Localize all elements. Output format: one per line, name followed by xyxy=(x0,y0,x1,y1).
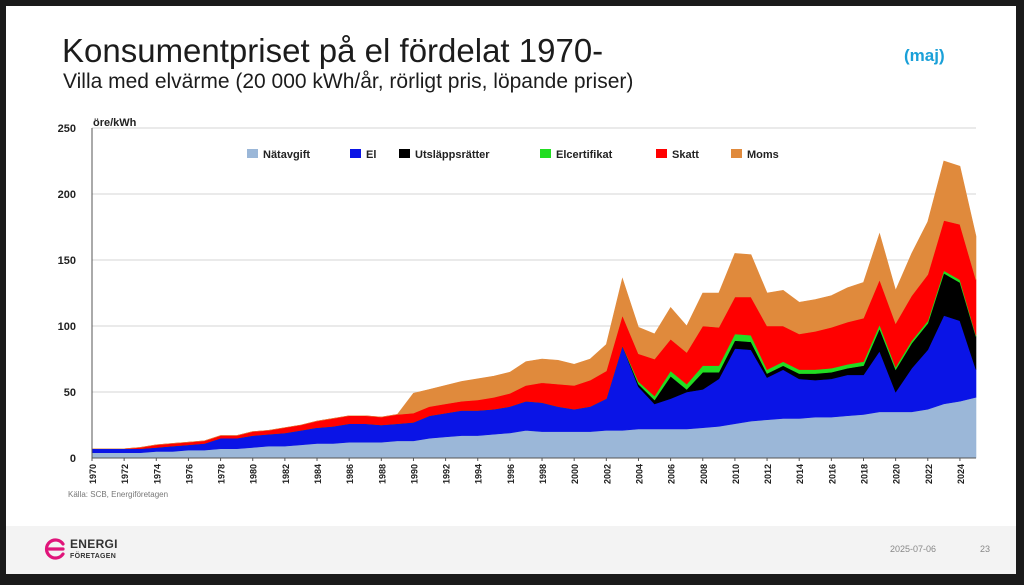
x-tick-label: 2008 xyxy=(699,464,709,484)
chart-areas xyxy=(91,160,977,459)
legend-label-0: Nätavgift xyxy=(263,149,310,161)
legend-label-4: Skatt xyxy=(672,149,699,161)
x-tick-label: 2002 xyxy=(602,464,612,484)
month-badge: (maj) xyxy=(904,46,945,65)
x-tick-label: 2016 xyxy=(827,464,837,484)
x-tick-label: 2020 xyxy=(892,464,902,484)
x-tick-label: 2022 xyxy=(924,464,934,484)
x-tick-label: 1988 xyxy=(377,464,387,484)
y-tick-label: 200 xyxy=(58,189,76,201)
y-tick-label: 100 xyxy=(58,321,76,333)
x-tick-label: 1980 xyxy=(249,464,259,484)
legend-swatch-1 xyxy=(350,149,361,158)
y-tick-label: 150 xyxy=(58,255,76,267)
x-tick-label: 2014 xyxy=(795,464,805,484)
y-axis-label: öre/kWh xyxy=(93,117,137,129)
x-tick-label: 1978 xyxy=(217,464,227,484)
x-tick-label: 1996 xyxy=(506,464,516,484)
chart-axes xyxy=(91,128,976,459)
slide-title: Konsumentpriset på el fördelat 1970- xyxy=(62,32,604,69)
legend-label-2: Utsläppsrätter xyxy=(415,149,490,161)
x-tick-label: 2018 xyxy=(859,464,869,484)
source-note: Källa: SCB, Energiföretagen xyxy=(68,490,169,499)
legend-swatch-5 xyxy=(731,149,742,158)
y-tick-label: 50 xyxy=(64,387,76,399)
x-tick-label: 2012 xyxy=(763,464,773,484)
x-tick-label: 1972 xyxy=(120,464,130,484)
legend-swatch-2 xyxy=(399,149,410,158)
x-tick-label: 2004 xyxy=(634,464,644,484)
y-tick-label: 250 xyxy=(58,123,76,135)
legend-label-3: Elcertifikat xyxy=(556,149,613,161)
slide-subtitle: Villa med elvärme (20 000 kWh/år, rörlig… xyxy=(63,70,634,93)
slide: Konsumentpriset på el fördelat 1970- Vil… xyxy=(6,6,1016,574)
legend-label-1: El xyxy=(366,149,376,161)
x-tick-label: 1992 xyxy=(442,464,452,484)
x-tick-label: 2000 xyxy=(570,464,580,484)
legend-swatch-4 xyxy=(656,149,667,158)
logo-text-foretagen: FÖRETAGEN xyxy=(70,553,117,560)
x-tick-label: 1998 xyxy=(538,464,548,484)
slide-date: 2025-07-06 xyxy=(890,544,937,554)
legend-swatch-0 xyxy=(247,149,258,158)
x-tick-label: 1974 xyxy=(152,464,162,484)
y-tick-label: 0 xyxy=(70,453,76,465)
x-tick-labels: 1970 1972 1974 1976 1978 1980 1982 1984 1986 1988… xyxy=(88,458,966,484)
page-number: 23 xyxy=(980,544,991,554)
x-tick-label: 2006 xyxy=(667,464,677,484)
footer: ENERGI FÖRETAGEN 2025-07-06 23 xyxy=(6,526,1016,574)
legend-swatch-3 xyxy=(540,149,551,158)
x-tick-label: 1994 xyxy=(474,464,484,484)
stacked-area-chart: 0 50 100 150 200 250 1970 1972 1974 1976 1978 1980… xyxy=(58,117,977,484)
area-series-5 xyxy=(92,160,977,450)
x-tick-label: 1982 xyxy=(281,464,291,484)
x-tick-label: 1986 xyxy=(345,464,355,484)
logo-e-icon xyxy=(44,538,65,560)
logo-text-energi: ENERGI xyxy=(70,537,118,551)
energiforetagen-logo: ENERGI FÖRETAGEN xyxy=(44,535,154,565)
x-tick-label: 1990 xyxy=(409,464,419,484)
x-tick-label: 2010 xyxy=(731,464,741,484)
x-tick-label: 1984 xyxy=(313,464,323,484)
x-tick-label: 1976 xyxy=(184,464,194,484)
x-tick-label: 2024 xyxy=(956,464,966,484)
y-tick-labels: 0 50 100 150 200 250 xyxy=(58,123,76,465)
x-tick-label: 1970 xyxy=(88,464,98,484)
chart-legend: Nätavgift El Utsläppsrätter Elcertifikat Ska… xyxy=(247,149,779,161)
legend-label-5: Moms xyxy=(747,149,779,161)
